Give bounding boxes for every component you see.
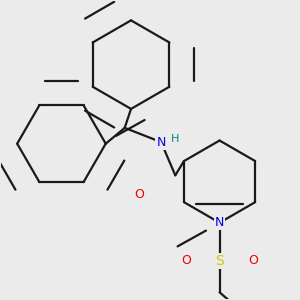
Text: H: H xyxy=(171,134,179,144)
Text: N: N xyxy=(156,136,166,148)
Text: O: O xyxy=(248,254,258,267)
Text: N: N xyxy=(215,216,224,229)
Text: O: O xyxy=(134,188,144,201)
Text: S: S xyxy=(215,254,224,268)
Text: O: O xyxy=(182,254,191,267)
